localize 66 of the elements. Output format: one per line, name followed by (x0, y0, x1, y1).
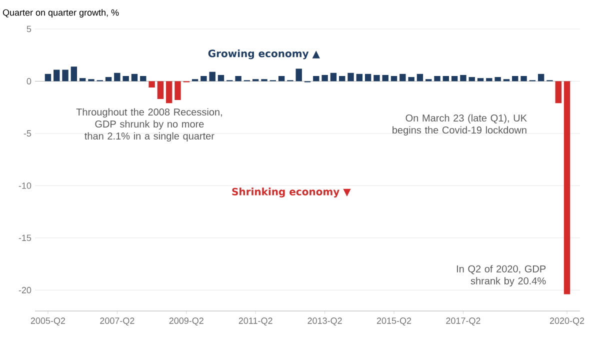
bar (296, 68, 302, 82)
bar (140, 76, 146, 82)
annotation: Throughout the 2008 Recession, GDP shrunk by no more than 2.1% in a single quarter (76, 108, 222, 142)
y-tick-label: -20 (18, 286, 32, 294)
y-tick-label: -10 (18, 182, 32, 189)
bar (278, 76, 285, 82)
x-tick-label: 2011-Q2 (238, 318, 272, 326)
bar (54, 70, 60, 82)
bar (348, 72, 354, 82)
bar (468, 77, 475, 82)
bar (79, 78, 86, 82)
bar (200, 76, 207, 82)
bar (44, 74, 52, 82)
bar (339, 76, 346, 82)
bar (494, 77, 501, 82)
x-tick-label: 2007-Q2 (100, 318, 134, 326)
bar (374, 74, 380, 82)
x-tick-label: 2005-Q2 (30, 318, 66, 326)
bar (538, 74, 544, 82)
bar (400, 74, 406, 82)
bar (460, 74, 466, 82)
bar (451, 76, 458, 82)
bar (218, 74, 224, 82)
bar (166, 81, 172, 104)
bar (564, 81, 570, 294)
bar (148, 81, 155, 88)
bar (322, 74, 328, 82)
x-tick-label: 2020-Q2 (550, 318, 584, 326)
bar (390, 76, 398, 82)
annotation: Shrinking economy ▼ (232, 188, 351, 198)
annotation: On March 23 (late Q1), UK begins the Covid-19 lockdown (392, 114, 527, 136)
bar (209, 72, 216, 82)
bar (157, 81, 164, 99)
bar (486, 78, 492, 82)
bar (434, 76, 440, 82)
x-tick-label: 2017-Q2 (446, 318, 480, 326)
y-tick-label: 5 (26, 26, 32, 32)
bar (382, 74, 388, 82)
bar (520, 76, 527, 82)
y-axis-title: Quarter on quarter growth, % (2, 9, 119, 18)
y-tick-label: -5 (24, 130, 32, 137)
bar (356, 74, 363, 82)
y-tick-label: 0 (26, 78, 32, 84)
bar (555, 81, 562, 104)
bar (477, 78, 484, 82)
bar (442, 76, 450, 82)
bar (114, 72, 120, 82)
bar (364, 74, 372, 82)
y-tick-label: -15 (18, 234, 32, 242)
bar (235, 76, 242, 82)
bar (330, 72, 337, 82)
bar (131, 74, 138, 82)
bar (122, 76, 129, 82)
x-tick-label: 2013-Q2 (308, 318, 342, 326)
bar (512, 76, 518, 82)
bar (313, 76, 320, 82)
bar (105, 77, 112, 82)
annotation: In Q2 of 2020, GDP shrank by 20.4% (456, 265, 546, 286)
bar (408, 77, 414, 82)
x-tick-label: 2009-Q2 (169, 318, 204, 326)
bar (70, 66, 78, 82)
bar (174, 81, 181, 100)
bar (62, 70, 68, 82)
bar (416, 74, 424, 82)
x-tick-label: 2015-Q2 (376, 318, 412, 326)
annotation: Growing economy ▲ (208, 49, 320, 60)
